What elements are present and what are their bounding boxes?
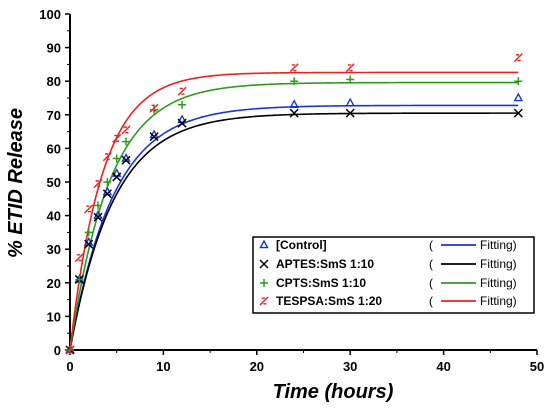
x-axis-title: Time (hours): [273, 381, 394, 403]
slash-marker: [102, 152, 112, 162]
plus-marker: [84, 228, 93, 237]
legend-series-name: [Control]: [276, 238, 327, 252]
x-tick-label: 0: [66, 359, 73, 374]
legend-fit-label: Fitting): [480, 276, 517, 290]
slash-marker: [345, 63, 355, 73]
plus-marker: [514, 77, 523, 86]
slash-marker: [84, 204, 94, 214]
data-points: [65, 53, 524, 355]
y-tick-label: 20: [47, 276, 61, 291]
y-tick-label: 60: [47, 141, 61, 156]
x-marker: [102, 189, 112, 199]
x-marker: [513, 108, 523, 118]
triangle-marker: [513, 92, 524, 102]
x-marker: [93, 212, 103, 222]
plus-marker: [112, 154, 121, 163]
slash-marker: [74, 253, 84, 263]
legend-paren: (: [429, 257, 433, 271]
legend-series-name: TESPSA:SmS 1:20: [276, 294, 382, 308]
triangle-marker: [345, 97, 355, 107]
legend-paren: (: [429, 238, 433, 252]
plus-marker: [260, 279, 268, 287]
x-ticks: 0 10 20 30 40 50: [66, 350, 544, 374]
slash-marker: [513, 53, 523, 63]
x-tick-label: 30: [343, 359, 357, 374]
triangle-marker: [259, 239, 269, 249]
legend-fit-label: Fitting): [480, 294, 517, 308]
fit-curve: [69, 112, 519, 351]
y-tick-label: 40: [47, 209, 61, 224]
y-tick-label: 100: [39, 7, 61, 22]
legend-fit-label: Fitting): [480, 257, 517, 271]
y-tick-label: 80: [47, 74, 61, 89]
slash-marker: [289, 63, 299, 73]
x-marker: [112, 172, 122, 182]
legend-paren: (: [429, 294, 433, 308]
x-tick-label: 10: [156, 359, 170, 374]
slash-marker: [93, 179, 103, 189]
fit-curve: [69, 71, 519, 351]
y-ticks: 0 10 20 30 40 50 60 70 80 90 100: [39, 7, 70, 358]
slash-marker: [65, 345, 75, 355]
x-marker: [84, 239, 94, 249]
legend-box: [252, 236, 535, 314]
y-tick-label: 10: [47, 309, 61, 324]
plus-marker: [346, 75, 355, 84]
legend-series-name: CPTS:SmS 1:10: [276, 276, 366, 290]
slash-marker: [112, 133, 122, 143]
x-marker: [121, 155, 131, 165]
plus-marker: [75, 275, 84, 284]
x-marker: [289, 108, 299, 118]
y-tick-label: 0: [54, 343, 61, 358]
x-marker: [259, 259, 269, 269]
plus-marker: [94, 201, 103, 210]
triangle-marker: [289, 99, 299, 109]
x-marker: [177, 118, 187, 128]
slash-marker: [121, 125, 131, 135]
x-tick-label: 50: [530, 359, 544, 374]
y-tick-label: 70: [47, 108, 61, 123]
y-tick-label: 50: [47, 175, 61, 190]
legend: [Control] ( Fitting) APTES:SmS 1:10 ( Fitting…: [252, 236, 535, 314]
y-tick-label: 90: [47, 41, 61, 56]
x-marker: [345, 108, 355, 118]
plus-marker: [103, 178, 112, 186]
slash-marker: [259, 296, 269, 306]
legend-fit-label: Fitting): [480, 238, 517, 252]
plus-marker: [178, 100, 187, 109]
y-axis-title: % ETID Release: [5, 108, 27, 258]
legend-paren: (: [429, 276, 433, 290]
slash-marker: [177, 86, 187, 96]
plus-marker: [290, 77, 299, 86]
y-tick-label: 30: [47, 242, 61, 257]
x-marker: [149, 132, 159, 142]
legend-series-name: APTES:SmS 1:10: [276, 257, 374, 271]
x-tick-label: 20: [250, 359, 264, 374]
x-tick-label: 40: [436, 359, 450, 374]
plus-marker: [122, 137, 131, 146]
slash-marker: [149, 103, 159, 113]
